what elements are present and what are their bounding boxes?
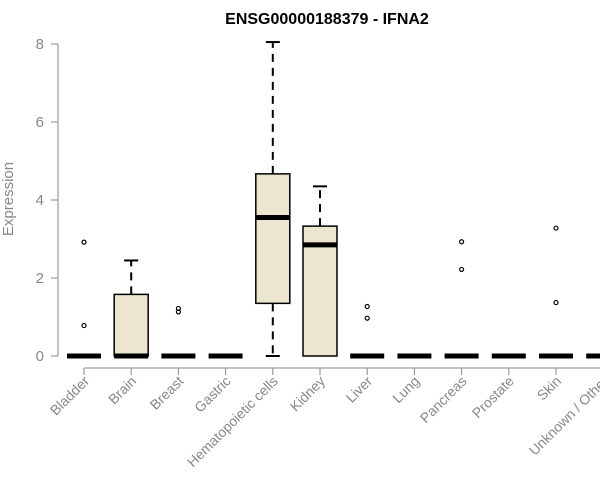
y-tick-label: 6: [36, 114, 44, 131]
y-axis-label: Expression: [0, 162, 17, 236]
outlier-point: [364, 303, 370, 310]
outlier-point: [553, 299, 559, 306]
box: [255, 173, 291, 305]
box-group: [302, 185, 338, 357]
box: [113, 293, 149, 357]
x-tick-label: Breast: [147, 373, 187, 413]
x-tick-label: Pancreas: [417, 373, 470, 426]
box-group: [586, 353, 600, 359]
outlier-point: [81, 239, 87, 245]
outlier-point: [175, 305, 181, 312]
box-group: [350, 303, 385, 359]
x-tick-label: Gastric: [191, 373, 234, 416]
x-tick-label: Hematopoietic cells: [184, 373, 281, 470]
outlier-point: [553, 225, 559, 231]
box-group: [67, 239, 101, 359]
chart-title: ENSG00000188379 - IFNA2: [225, 11, 429, 28]
y-tick-label: 4: [36, 192, 44, 209]
box-group: [161, 305, 196, 359]
box: [302, 225, 338, 357]
y-tick-label: 0: [36, 348, 44, 365]
box-group: [255, 41, 291, 357]
outlier-point: [459, 266, 465, 273]
x-tick-label: Unknown / Other: [526, 373, 600, 459]
x-tick-label: Skin: [534, 373, 565, 404]
x-tick-label: Prostate: [469, 373, 517, 421]
x-tick-label: Brain: [105, 373, 139, 407]
x-tick-label: Kidney: [287, 373, 329, 415]
box-group: [113, 259, 149, 359]
x-tick-label: Bladder: [47, 373, 93, 419]
outlier-point: [81, 322, 87, 329]
y-tick-label: 2: [36, 270, 44, 287]
box-group: [444, 239, 479, 359]
x-tick-label: Lung: [389, 373, 422, 406]
outlier-point: [459, 239, 465, 245]
boxes-group: [67, 41, 600, 359]
outlier-point: [364, 315, 370, 321]
x-tick-label: Liver: [343, 373, 376, 406]
box-group: [539, 225, 573, 359]
y-tick-label: 8: [36, 36, 44, 53]
y-axis: 0 2 4 6 8: [36, 36, 59, 365]
